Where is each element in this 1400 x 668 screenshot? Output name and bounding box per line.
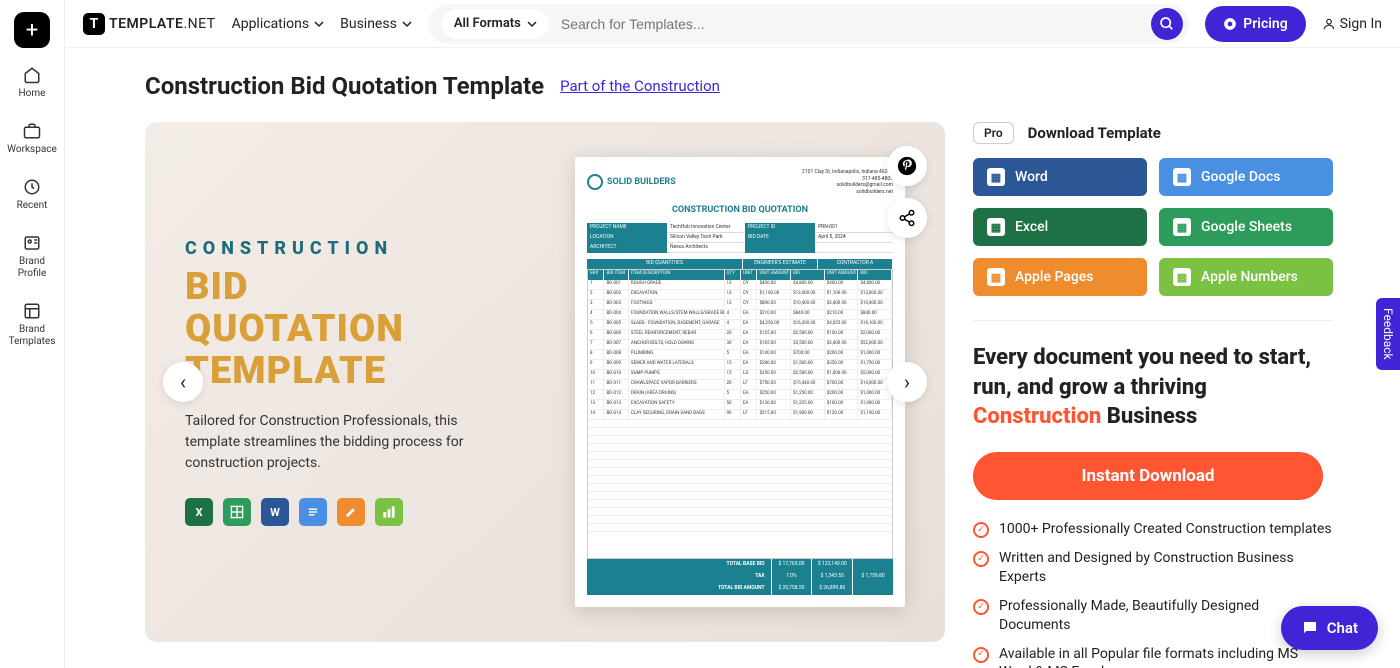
promo-text: Every document you need to start, run, a… xyxy=(973,343,1333,432)
feature-item: ✓Written and Designed by Construction Bu… xyxy=(973,549,1333,587)
title-row: Construction Bid Quotation Template Part… xyxy=(145,72,1352,100)
pages-icon xyxy=(337,498,365,526)
download-title: Download Template xyxy=(1028,124,1161,142)
word-icon: W xyxy=(261,498,289,526)
search-button[interactable] xyxy=(1151,8,1183,40)
prev-arrow[interactable]: ‹ xyxy=(163,362,203,402)
chat-button[interactable]: Chat xyxy=(1281,606,1378,650)
left-rail: + Home Workspace Recent BrandProfile Bra… xyxy=(0,0,65,668)
chat-icon xyxy=(1301,619,1319,637)
preview-kicker: CONSTRUCTION xyxy=(185,238,505,259)
check-icon: ✓ xyxy=(973,599,989,615)
tag-icon xyxy=(1223,17,1237,31)
instant-download-button[interactable]: Instant Download xyxy=(973,452,1323,500)
next-arrow[interactable]: › xyxy=(887,362,927,402)
pricing-button[interactable]: Pricing xyxy=(1205,6,1305,42)
preview-title: BID QUOTATION TEMPLATE xyxy=(185,267,505,392)
rail-item-brand-profile[interactable]: BrandProfile xyxy=(0,234,64,280)
format-filter[interactable]: All Formats xyxy=(442,9,549,39)
feature-item: ✓Professionally Made, Beautifully Design… xyxy=(973,597,1333,635)
chevron-down-icon xyxy=(314,19,324,29)
user-icon xyxy=(1322,17,1336,31)
profile-icon xyxy=(23,234,41,252)
feature-item: ✓1000+ Professionally Created Constructi… xyxy=(973,520,1333,539)
rail-item-recent[interactable]: Recent xyxy=(0,178,64,212)
search-input[interactable] xyxy=(561,16,1151,32)
rail-label: BrandTemplates xyxy=(9,324,56,348)
check-icon: ✓ xyxy=(973,522,989,538)
check-icon: ✓ xyxy=(973,647,989,663)
download-excel-button[interactable]: ▦Excel xyxy=(973,208,1147,246)
doc-title: CONSTRUCTION BID QUOTATION xyxy=(587,205,893,215)
nav-applications[interactable]: Applications xyxy=(232,16,325,32)
excel-icon: X xyxy=(185,498,213,526)
logo-mark-icon: T xyxy=(83,13,105,35)
feedback-tab[interactable]: Feedback xyxy=(1376,298,1400,370)
rail-label: Home xyxy=(19,88,46,100)
app-icons: X W xyxy=(185,498,505,526)
logo-main: TEMPLATE xyxy=(109,16,183,32)
download-apple-numbers-button[interactable]: ▦Apple Numbers xyxy=(1159,258,1333,296)
download-word-button[interactable]: ▦Word xyxy=(973,158,1147,196)
topbar: T TEMPLATE.NET Applications Business All… xyxy=(65,0,1400,48)
pinterest-button[interactable] xyxy=(887,146,927,186)
rail-item-workspace[interactable]: Workspace xyxy=(0,122,64,156)
chevron-down-icon xyxy=(402,19,412,29)
divider xyxy=(973,320,1333,321)
share-icon xyxy=(898,209,916,227)
logo-suffix: .NET xyxy=(183,16,215,32)
svg-text:X: X xyxy=(195,506,202,519)
preview-desc: Tailored for Construction Professionals,… xyxy=(185,411,505,474)
signin-link[interactable]: Sign In xyxy=(1322,16,1382,32)
feature-item: ✓Available in all Popular file formats i… xyxy=(973,645,1333,668)
page-title: Construction Bid Quotation Template xyxy=(145,72,544,100)
searchbar: All Formats xyxy=(428,4,1189,44)
check-icon: ✓ xyxy=(973,551,989,567)
share-button[interactable] xyxy=(887,198,927,238)
download-google-docs-button[interactable]: ▦Google Docs xyxy=(1159,158,1333,196)
rail-item-home[interactable]: Home xyxy=(0,66,64,100)
clock-icon xyxy=(23,178,41,196)
home-icon xyxy=(23,66,41,84)
docs-icon xyxy=(299,498,327,526)
document-preview: SOLID BUILDERS 2101 Clay St, Indianapoli… xyxy=(575,157,905,607)
sheets-icon xyxy=(223,498,251,526)
rail-label: Workspace xyxy=(7,144,57,156)
right-panel: Pro Download Template ▦Word ▦Google Docs ▦… xyxy=(973,122,1333,668)
download-apple-pages-button[interactable]: ▦Apple Pages xyxy=(973,258,1147,296)
rail-label: BrandProfile xyxy=(18,256,47,280)
search-icon xyxy=(1159,16,1175,32)
rail-item-brand-templates[interactable]: BrandTemplates xyxy=(0,302,64,348)
rail-label: Recent xyxy=(17,200,48,212)
chevron-down-icon xyxy=(527,19,537,29)
download-google-sheets-button[interactable]: ▦Google Sheets xyxy=(1159,208,1333,246)
pro-badge: Pro xyxy=(973,122,1014,144)
numbers-icon xyxy=(375,498,403,526)
nav-business[interactable]: Business xyxy=(340,16,412,32)
doc-address: 2101 Clay St, Indianapolis, Indiana 4624… xyxy=(802,169,893,195)
svg-text:W: W xyxy=(270,506,280,519)
logo[interactable]: T TEMPLATE.NET xyxy=(83,13,216,35)
pinterest-icon xyxy=(897,156,917,176)
preview-card: CONSTRUCTION BID QUOTATION TEMPLATE Tail… xyxy=(145,122,945,642)
briefcase-icon xyxy=(23,122,41,140)
doc-logo: SOLID BUILDERS xyxy=(587,169,676,195)
collection-link[interactable]: Part of the Construction xyxy=(560,77,720,95)
templates-icon xyxy=(23,302,41,320)
create-button[interactable]: + xyxy=(14,12,50,48)
